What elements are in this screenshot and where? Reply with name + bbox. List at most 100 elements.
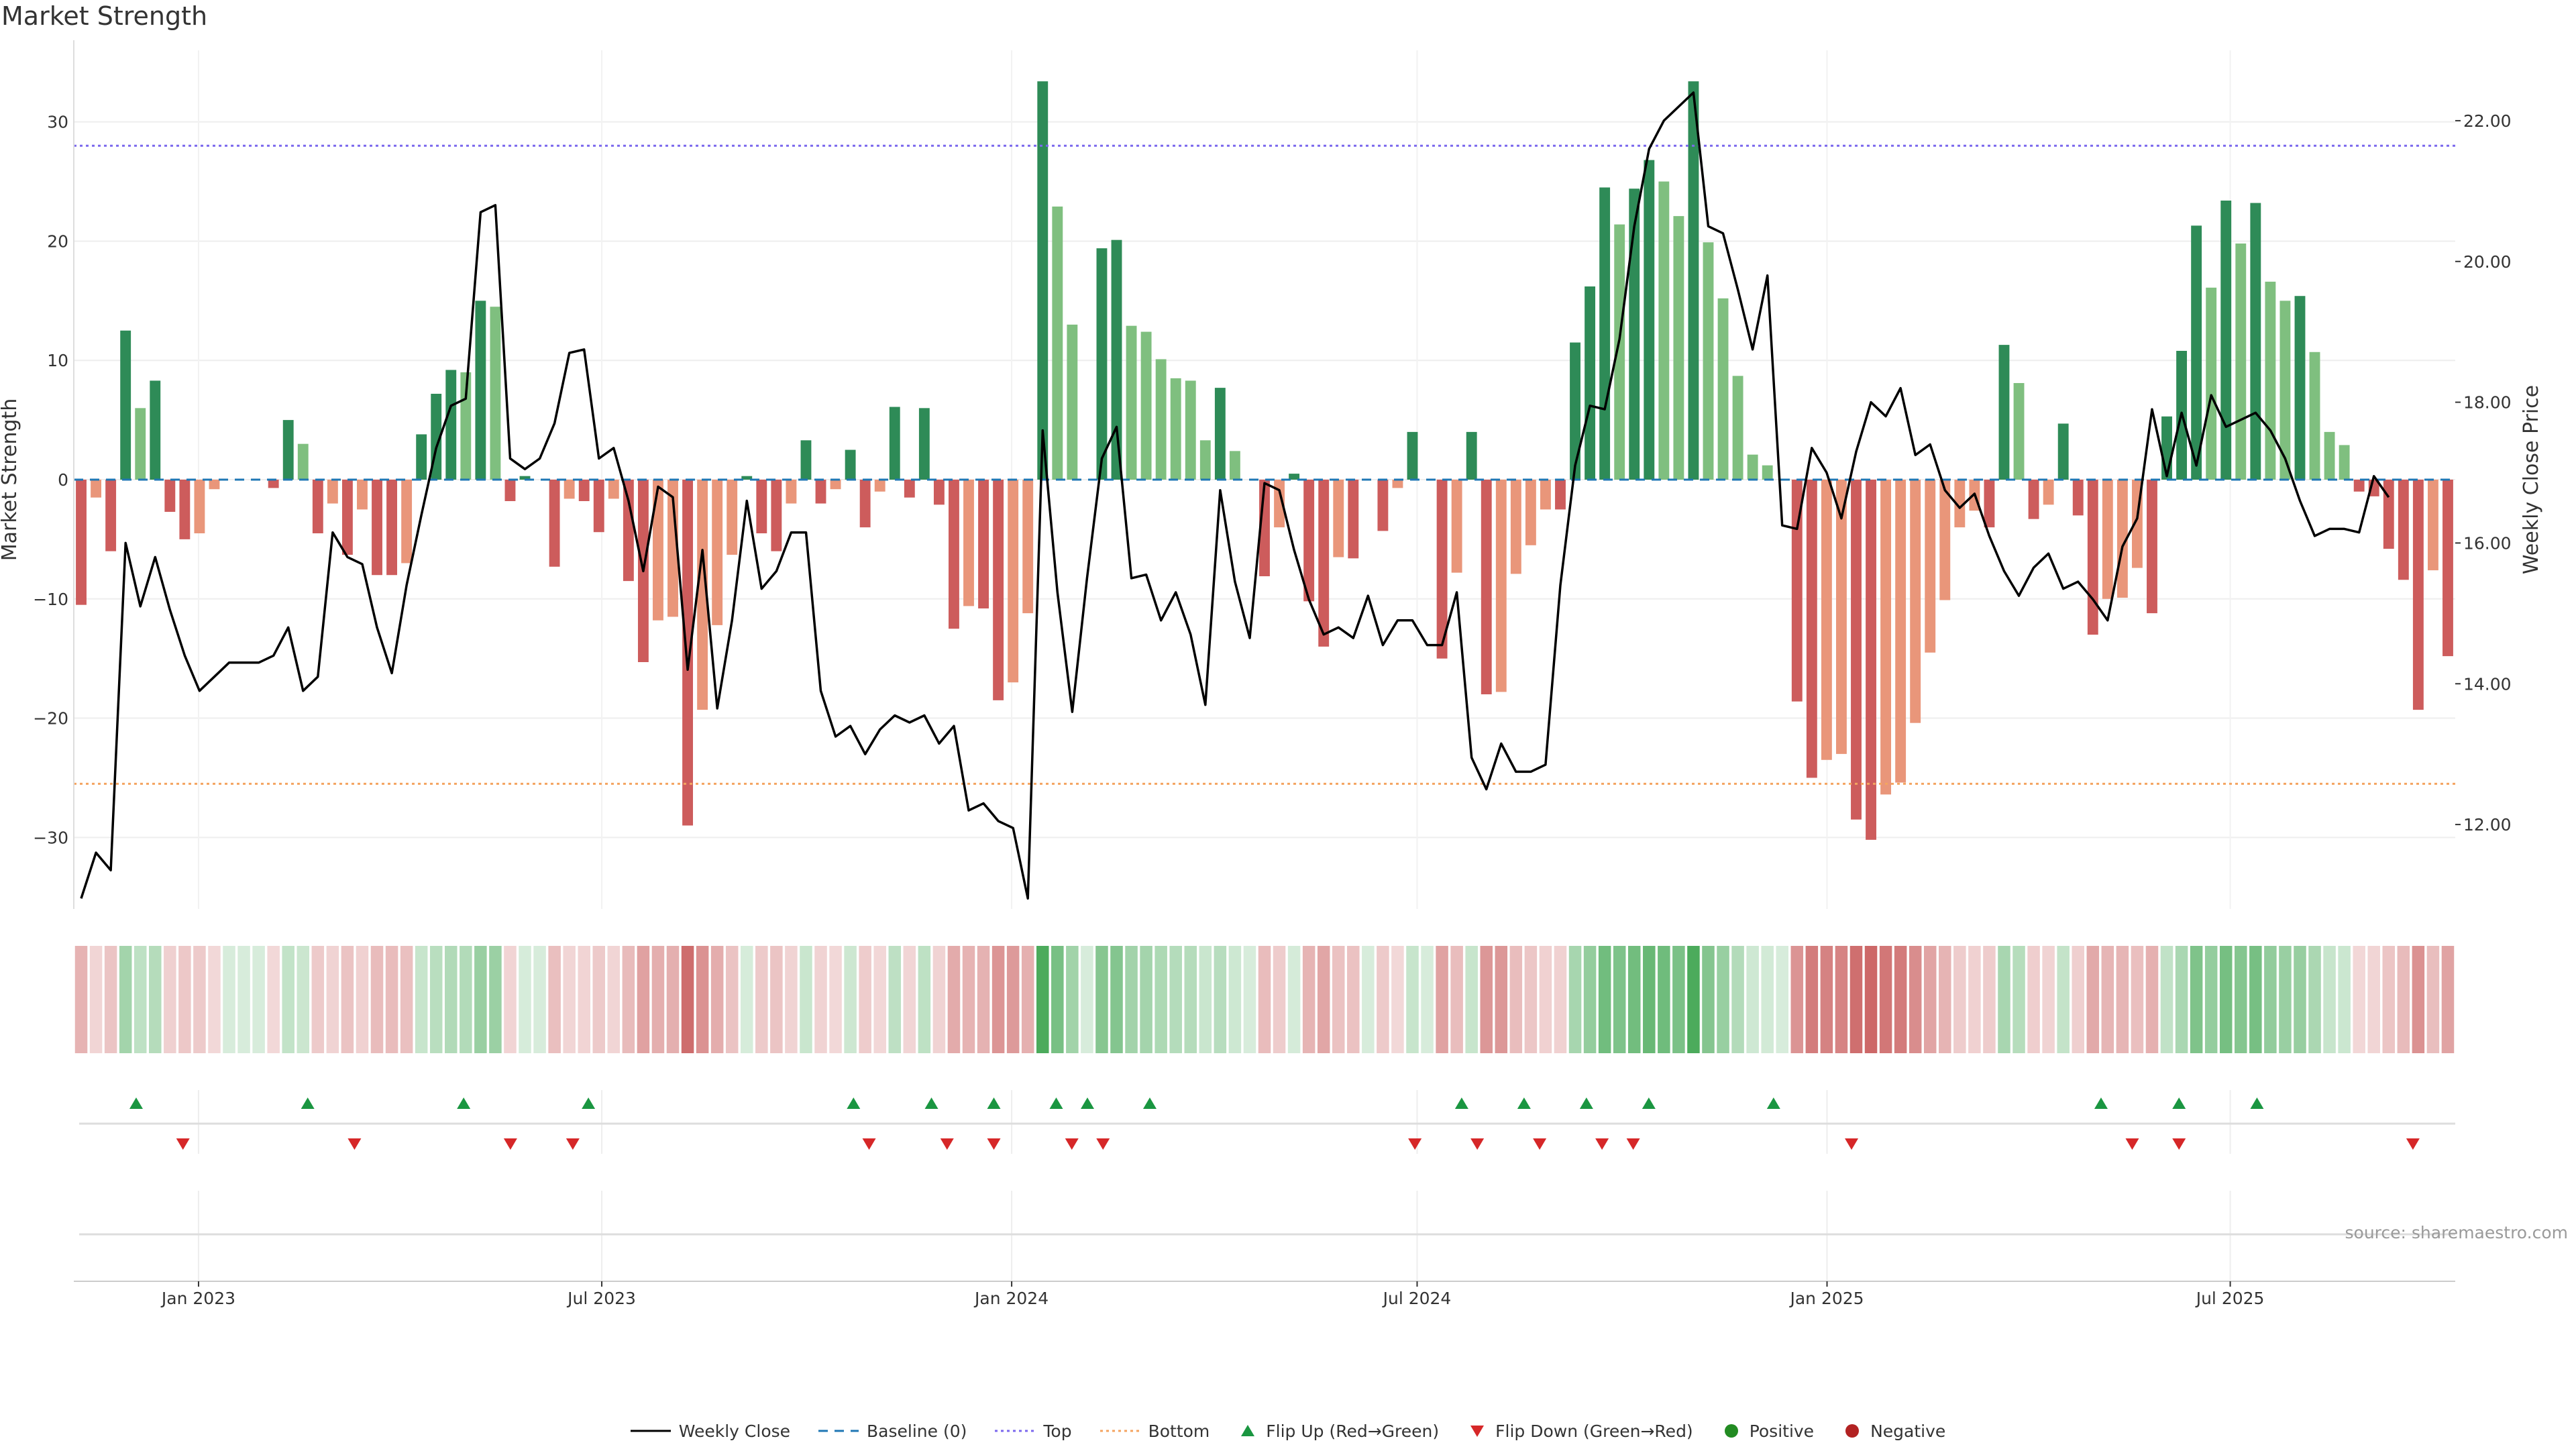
strength-bar [756, 480, 767, 533]
heat-cell [2264, 946, 2277, 1053]
heat-cell [1687, 946, 1700, 1053]
strength-bar [1599, 187, 1611, 480]
heat-cell [2160, 946, 2174, 1053]
y2-tick-label: 16.00 [2463, 533, 2512, 553]
heat-cell [2145, 946, 2159, 1053]
strength-bar [1806, 480, 1817, 778]
heat-cell [1391, 946, 1404, 1053]
strength-bar [386, 480, 398, 576]
heat-cell [2294, 946, 2306, 1053]
dotted-line-icon [995, 1423, 1036, 1439]
heat-cell [1332, 946, 1345, 1053]
strength-bar [845, 449, 856, 480]
strength-bar [2161, 416, 2172, 480]
strength-bar [800, 440, 812, 480]
strength-bar [1214, 388, 1226, 480]
strength-bar [1451, 480, 1462, 573]
heat-cell [1036, 946, 1049, 1053]
heat-cell [2204, 946, 2218, 1053]
heat-cell [651, 946, 665, 1053]
heat-strip [74, 946, 2455, 1053]
strength-bar [2235, 244, 2247, 480]
strength-bar [2028, 480, 2039, 519]
flip-up-marker [2172, 1097, 2186, 1109]
strength-bar [341, 480, 353, 555]
chart-title: Market Strength [1, 1, 208, 31]
heat-cell [548, 946, 561, 1053]
heat-cell [445, 946, 458, 1053]
heat-cell [800, 946, 812, 1053]
heat-cell [1110, 946, 1123, 1053]
x-tick-label: Jan 2023 [160, 1289, 235, 1308]
heat-cell [770, 946, 783, 1053]
heat-cell [1480, 946, 1493, 1053]
dot-icon [1721, 1423, 1741, 1439]
strength-bar [949, 480, 959, 629]
source-note: source: sharemaestro.com [2345, 1223, 2569, 1242]
strength-bar [1585, 286, 1596, 480]
heat-cell [1051, 946, 1064, 1053]
heat-cell [1658, 946, 1670, 1053]
heat-cell [252, 946, 265, 1053]
dashed-line-icon [818, 1423, 859, 1439]
heat-cell [1923, 946, 1937, 1053]
flip-down-marker [1470, 1138, 1485, 1150]
strength-bar [859, 480, 871, 528]
strength-bar [1644, 160, 1655, 480]
strength-bar [1762, 465, 1773, 480]
flip-up-marker [2250, 1097, 2264, 1109]
heat-cell [2308, 946, 2321, 1053]
strength-bar [1126, 325, 1137, 480]
heat-cell [385, 946, 398, 1053]
strength-bar [741, 476, 753, 480]
flip-down-marker [2125, 1138, 2139, 1150]
strength-bar [786, 480, 797, 504]
strength-bar [327, 480, 338, 504]
heat-cell [710, 946, 724, 1053]
flip-down-marker [987, 1138, 1001, 1150]
strength-bar [1022, 480, 1034, 614]
flip-up-marker [301, 1097, 315, 1109]
heat-cell [1450, 946, 1463, 1053]
strength-bar [372, 480, 382, 576]
heat-cell [1377, 946, 1389, 1053]
y-tick-label: 20 [47, 231, 68, 251]
flip-up-marker [129, 1097, 143, 1109]
flip-up-marker [924, 1097, 938, 1109]
strength-bar [1289, 474, 1300, 480]
strength-bar [1732, 376, 1743, 480]
x-tick-label: Jul 2023 [566, 1289, 636, 1308]
strength-bar [2072, 480, 2084, 516]
strength-bar [1392, 480, 1403, 488]
triangle-up-icon [1238, 1423, 1258, 1439]
heat-cell [2323, 946, 2336, 1053]
strength-bar [1614, 224, 1625, 480]
heat-cell [755, 946, 768, 1053]
flip-down-marker [503, 1138, 517, 1150]
flip-down-marker [1408, 1138, 1422, 1150]
heat-cell [2012, 946, 2025, 1053]
heat-cell [1790, 946, 1804, 1053]
strength-bar [593, 480, 604, 533]
heat-cell [681, 946, 694, 1053]
heat-cell [903, 946, 916, 1053]
heat-cell [1968, 946, 1981, 1053]
heat-cell [1524, 946, 1538, 1053]
heat-cell [2131, 946, 2144, 1053]
heat-cell [2367, 946, 2380, 1053]
strength-bar [2324, 431, 2335, 480]
heat-cell [977, 946, 990, 1053]
heat-cell [223, 946, 235, 1053]
strength-bar [120, 330, 131, 480]
strength-bar [1495, 480, 1507, 692]
strength-bar [1998, 345, 2010, 480]
heat-cell [267, 946, 280, 1053]
strength-bar [1984, 480, 1995, 528]
strength-bar [1096, 248, 1108, 480]
strength-bar [1348, 480, 1359, 559]
heat-cell [2397, 946, 2410, 1053]
strength-bar [135, 408, 146, 480]
strength-bar [519, 476, 531, 480]
strength-bar [1303, 480, 1315, 602]
flip-up-marker [2094, 1097, 2108, 1109]
